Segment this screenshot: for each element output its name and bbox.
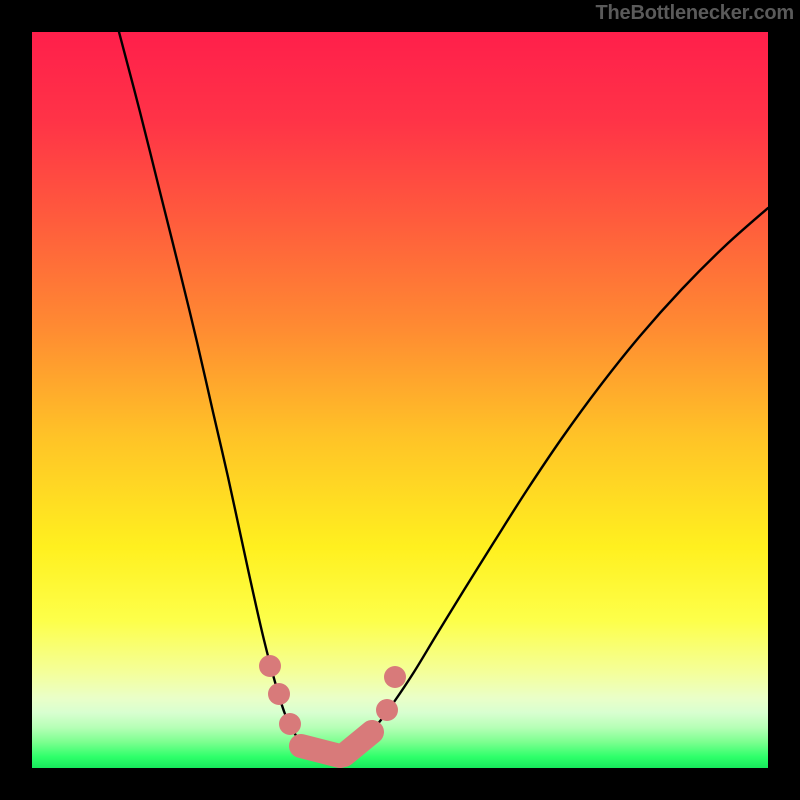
data-marker [259,655,281,677]
watermark-text: TheBottlenecker.com [596,2,795,25]
gradient-background [32,32,768,768]
data-marker [268,683,290,705]
plot-area [32,32,768,768]
chart-frame: TheBottlenecker.com [0,0,800,800]
data-marker [279,713,301,735]
data-marker [384,666,406,688]
data-marker [376,699,398,721]
bottleneck-curve-svg [32,32,768,768]
